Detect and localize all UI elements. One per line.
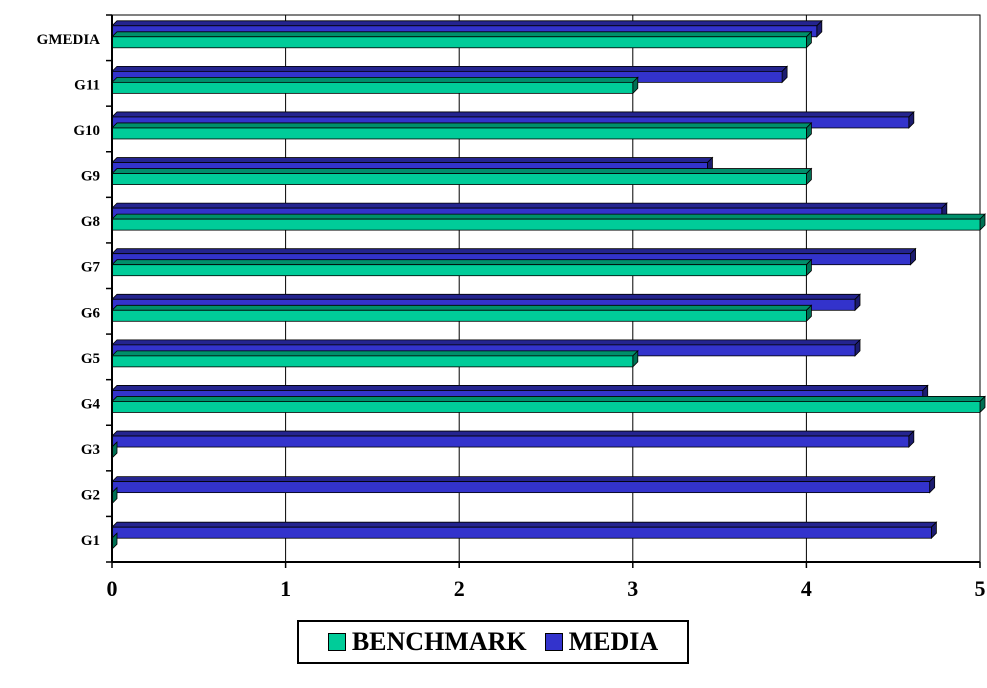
y-tick-label: G4 bbox=[81, 396, 101, 412]
bar-benchmark-gmedia bbox=[111, 30, 813, 49]
legend-label-media: MEDIA bbox=[568, 627, 659, 656]
y-tick-label: G9 bbox=[81, 169, 100, 185]
bar-media-g11 bbox=[111, 65, 789, 84]
legend-label-benchmark: BENCHMARK bbox=[351, 627, 527, 656]
bar-media-g1 bbox=[111, 521, 938, 540]
y-tick-label: G2 bbox=[81, 488, 100, 504]
y-tick-label: GMEDIA bbox=[37, 32, 101, 48]
legend: BENCHMARK MEDIA bbox=[297, 620, 689, 664]
x-tick-label: 3 bbox=[627, 576, 638, 600]
bar-benchmark-g6 bbox=[111, 304, 813, 323]
bar-chart: G1 G2 G3 G4 G5 G6 G7 G8 G9 G10 G11 GMEDIA 0 1 2 3 4 5 bbox=[37, 14, 986, 600]
legend-item-media: MEDIA bbox=[544, 627, 659, 656]
legend-item-benchmark: BENCHMARK bbox=[327, 627, 527, 656]
bar-media-g7 bbox=[111, 247, 917, 266]
y-tick-label: G8 bbox=[81, 214, 100, 230]
y-tick-label: G6 bbox=[81, 305, 101, 321]
y-tick-label: G3 bbox=[81, 442, 100, 458]
bar-media-g2 bbox=[111, 475, 936, 494]
bar-media-g3 bbox=[111, 430, 915, 449]
x-tick-label: 1 bbox=[280, 576, 291, 600]
bar-benchmark-g4 bbox=[111, 395, 986, 414]
x-tick-labels: 0 1 2 3 4 5 bbox=[107, 576, 986, 600]
bar-benchmark-g10 bbox=[111, 121, 813, 140]
bar-benchmark-g5 bbox=[111, 349, 639, 368]
y-tick-label: G10 bbox=[73, 123, 100, 139]
legend-swatch-media bbox=[544, 633, 563, 651]
bar-benchmark-g7 bbox=[111, 258, 813, 277]
bar-benchmark-g11 bbox=[111, 76, 639, 95]
axes bbox=[106, 14, 980, 563]
bar-benchmark-g9 bbox=[111, 167, 813, 186]
plot-area bbox=[111, 14, 981, 563]
x-tick-label: 2 bbox=[454, 576, 465, 600]
y-tick-label: G1 bbox=[81, 533, 100, 549]
y-tick-labels: G1 G2 G3 G4 G5 G6 G7 G8 G9 G10 G11 GMEDIA bbox=[37, 32, 101, 549]
x-tick-label: 4 bbox=[801, 576, 812, 600]
legend-swatch-benchmark bbox=[327, 633, 346, 651]
y-tick-label: G7 bbox=[81, 260, 101, 276]
x-tick-label: 0 bbox=[107, 576, 118, 600]
bars bbox=[111, 19, 986, 551]
y-tick-label: G11 bbox=[74, 77, 100, 93]
bar-benchmark-g8 bbox=[111, 213, 986, 232]
x-tick-label: 5 bbox=[975, 576, 986, 600]
y-tick-label: G5 bbox=[81, 351, 100, 367]
